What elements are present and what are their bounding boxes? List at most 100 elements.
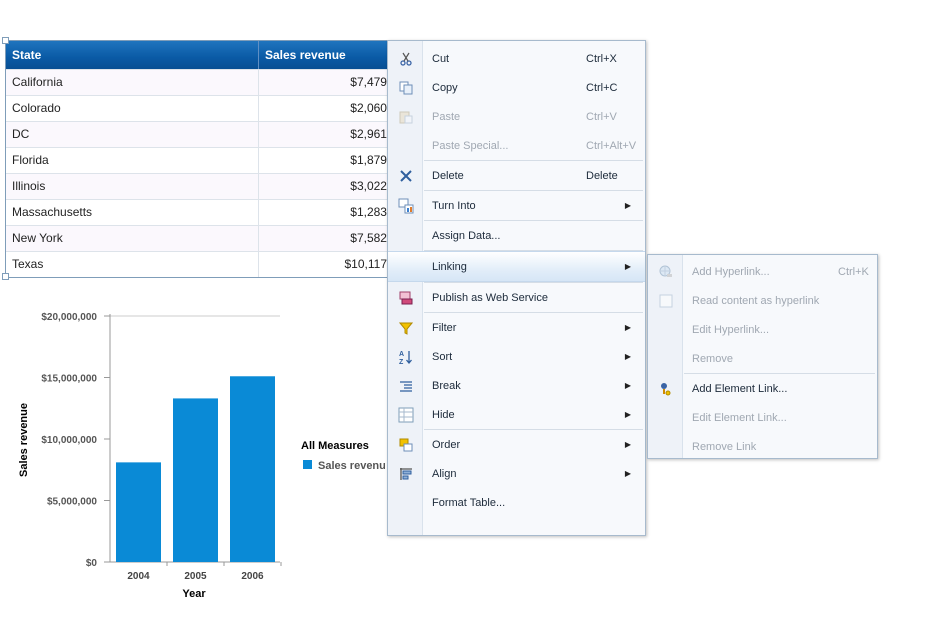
bar-chart[interactable]: $0 $5,000,000 $10,000,000 $15,000,000 $20,00… — [0, 290, 385, 610]
table-cell-state: Florida — [6, 148, 259, 173]
bar-2004[interactable] — [116, 462, 161, 562]
context-menu-items: Cut Ctrl+X Copy Ctrl+C Paste Ctrl+V Paste Spec… — [388, 41, 645, 517]
menu-item-copy[interactable]: Copy Ctrl+C — [388, 73, 645, 102]
submenu-arrow-icon: ▶ — [624, 469, 631, 478]
menu-separator — [684, 373, 875, 374]
menu-item-remove-link[interactable]: Remove Link — [648, 432, 877, 461]
table-row[interactable]: Colorado $2,060,2 — [6, 95, 405, 121]
menu-item-align[interactable]: Align ▶ — [388, 459, 645, 488]
table-cell-revenue: $7,479,5 — [350, 75, 397, 89]
table-row[interactable]: Illinois $3,022,9 — [6, 173, 405, 199]
menu-item-sort[interactable]: A Z Sort ▶ — [388, 342, 645, 371]
submenu-arrow-icon: ▶ — [624, 410, 631, 419]
y-tick-label: $20,000,000 — [41, 312, 97, 323]
menu-item-shortcut: Delete — [586, 169, 618, 182]
menu-item-add-hyperlink[interactable]: Add Hyperlink... Ctrl+K — [648, 257, 877, 286]
menu-item-break[interactable]: Break ▶ — [388, 371, 645, 400]
legend-swatch — [303, 460, 312, 469]
menu-separator — [424, 429, 643, 430]
submenu-arrow-icon: ▶ — [624, 323, 631, 332]
y-tick-label: $10,000,000 — [41, 435, 97, 446]
menu-separator — [424, 220, 643, 221]
table-row[interactable]: New York $7,582,2 — [6, 225, 405, 251]
menu-item-label: Hide — [432, 408, 455, 421]
menu-item-delete[interactable]: Delete Delete — [388, 161, 645, 190]
submenu-icon-gutter — [648, 255, 683, 458]
table-cell-state: Colorado — [6, 96, 259, 121]
menu-item-publish-as-web-service[interactable]: Publish as Web Service — [388, 283, 645, 312]
paste-icon — [398, 109, 414, 125]
menu-item-add-element-link[interactable]: Add Element Link... — [648, 374, 877, 403]
menu-item-edit-hyperlink[interactable]: Edit Hyperlink... — [648, 315, 877, 344]
menu-separator — [424, 160, 643, 161]
menu-item-label: Paste — [432, 110, 461, 123]
turn-into-icon — [398, 198, 414, 214]
y-axis-ticks: $0 $5,000,000 $10,000,000 $15,000,000 $20,00… — [41, 312, 280, 569]
y-tick-label: $5,000,000 — [47, 497, 97, 508]
table-row[interactable]: California $7,479,5 — [6, 69, 405, 95]
context-menu[interactable]: Cut Ctrl+X Copy Ctrl+C Paste Ctrl+V Paste Spec… — [387, 40, 646, 536]
table-cell-state: Massachusetts — [6, 200, 259, 225]
selection-handle[interactable] — [2, 37, 9, 44]
menu-separator — [424, 312, 643, 313]
checkbox-icon — [658, 293, 674, 309]
filter-icon — [398, 320, 414, 336]
menu-item-remove[interactable]: Remove — [648, 344, 877, 373]
menu-item-label: Filter — [432, 321, 457, 334]
table-row[interactable]: Florida $1,879,1 — [6, 147, 405, 173]
y-tick-label: $15,000,000 — [41, 374, 97, 385]
menu-item-label: Add Hyperlink... — [692, 265, 770, 278]
break-icon — [398, 378, 414, 394]
menu-item-shortcut: Ctrl+Alt+V — [586, 139, 637, 152]
linking-submenu[interactable]: Add Hyperlink... Ctrl+K Read content as hy… — [647, 254, 878, 459]
menu-item-label: Order — [432, 438, 461, 451]
table-cell-state: California — [6, 70, 259, 95]
menu-separator — [424, 282, 643, 283]
table-header-row: State Sales revenue — [6, 41, 405, 69]
bar-2005[interactable] — [173, 398, 218, 562]
menu-item-label: Linking — [432, 260, 467, 273]
element-link-icon — [658, 381, 674, 397]
table-row[interactable]: Massachusetts $1,283,7 — [6, 199, 405, 225]
selection-handle[interactable] — [2, 273, 9, 280]
table-cell-state: DC — [6, 122, 259, 147]
menu-icon-gutter — [388, 41, 423, 535]
submenu-arrow-icon: ▶ — [624, 440, 631, 449]
menu-item-linking[interactable]: Linking ▶ — [388, 251, 645, 282]
menu-item-turn-into[interactable]: Turn Into ▶ — [388, 191, 645, 220]
menu-item-cut[interactable]: Cut Ctrl+X — [388, 44, 645, 73]
menu-item-label: Sort — [432, 350, 453, 363]
copy-icon — [398, 80, 414, 96]
menu-item-order[interactable]: Order ▶ — [388, 430, 645, 459]
table-cell-revenue: $7,582,2 — [350, 231, 397, 245]
menu-item-label: Publish as Web Service — [432, 291, 548, 304]
svg-text:A: A — [399, 351, 404, 358]
scissors-icon — [398, 51, 414, 67]
menu-item-label: Break — [432, 379, 461, 392]
globe-link-icon — [658, 264, 674, 280]
x-tick-label: 2004 — [127, 571, 150, 582]
menu-separator — [424, 190, 643, 191]
revenue-table[interactable]: State Sales revenue California $7,479,5 C… — [5, 40, 406, 278]
menu-item-label: Copy — [432, 81, 458, 94]
menu-item-paste-special[interactable]: Paste Special... Ctrl+Alt+V — [388, 131, 645, 160]
table-row[interactable]: Texas $10,117,6 — [6, 251, 405, 277]
menu-item-format-table[interactable]: Format Table... — [388, 488, 645, 517]
menu-item-filter[interactable]: Filter ▶ — [388, 313, 645, 342]
menu-item-label: Remove — [692, 352, 733, 365]
table-row[interactable]: DC $2,961,9 — [6, 121, 405, 147]
menu-item-assign-data[interactable]: Assign Data... — [388, 221, 645, 250]
menu-separator — [424, 250, 643, 251]
hide-icon — [398, 407, 414, 423]
menu-item-hide[interactable]: Hide ▶ — [388, 400, 645, 429]
menu-item-label: Read content as hyperlink — [692, 294, 820, 307]
menu-item-read-content-as-hyperlink[interactable]: Read content as hyperlink — [648, 286, 877, 315]
table-cell-revenue: $2,961,9 — [350, 127, 397, 141]
table-cell-state: Illinois — [6, 174, 259, 199]
menu-item-paste[interactable]: Paste Ctrl+V — [388, 102, 645, 131]
menu-item-label: Edit Element Link... — [692, 411, 787, 424]
column-header-sales-revenue[interactable]: Sales revenue — [265, 48, 346, 62]
column-header-state[interactable]: State — [6, 41, 259, 69]
menu-item-edit-element-link[interactable]: Edit Element Link... — [648, 403, 877, 432]
bar-2006[interactable] — [230, 376, 275, 562]
